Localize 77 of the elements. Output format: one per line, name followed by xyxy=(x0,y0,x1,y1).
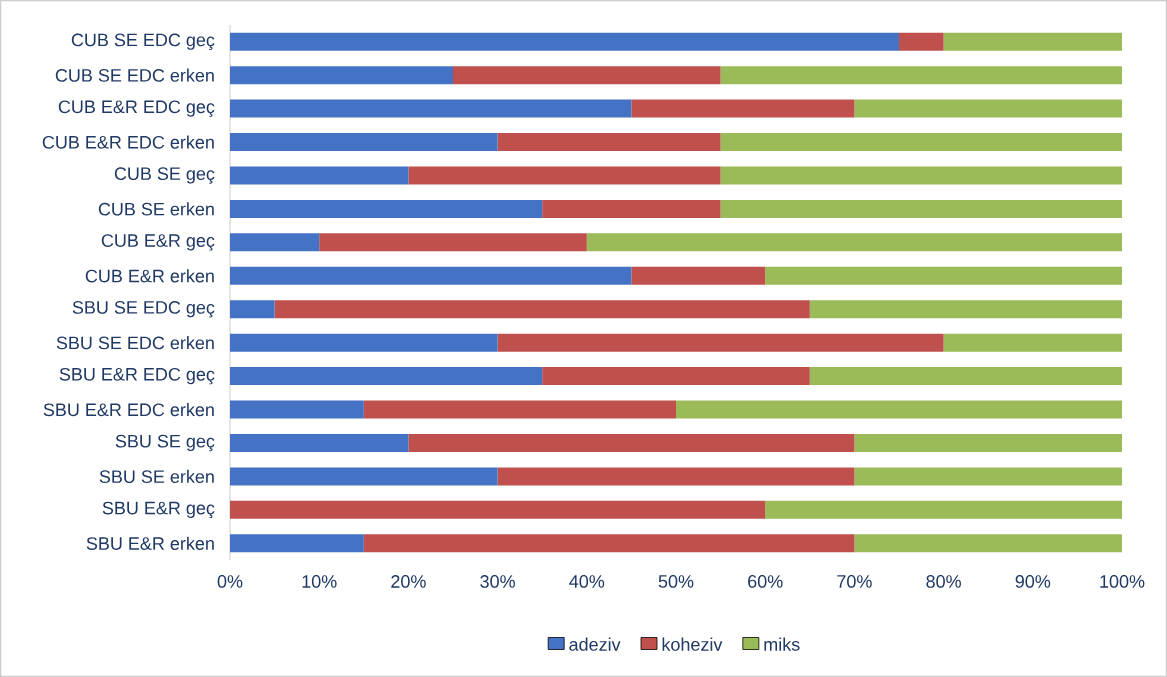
y-tick-label: SBU SE EDC erken xyxy=(56,336,214,350)
x-tick-label: 10% xyxy=(302,575,337,588)
bar xyxy=(720,133,1122,152)
bar xyxy=(809,367,1122,386)
x-tick-label: 90% xyxy=(1015,575,1051,588)
bar xyxy=(230,66,454,85)
x-tick-label: 100% xyxy=(1100,575,1145,588)
bar xyxy=(586,233,1122,252)
bar xyxy=(765,500,1122,519)
bar xyxy=(854,467,1122,486)
bar xyxy=(230,534,364,553)
bar xyxy=(676,400,1122,419)
bar xyxy=(230,166,409,185)
legend-label: koheziv xyxy=(662,637,723,651)
x-tick-label: 60% xyxy=(748,575,783,588)
y-tick-label: CUB SE geç xyxy=(114,167,215,184)
x-tick-label: 40% xyxy=(569,575,605,588)
y-tick-label: SBU SE geç xyxy=(115,434,215,452)
bar xyxy=(408,166,721,185)
y-tick-label: CUB E&R EDC erken xyxy=(42,135,214,149)
x-tick-label: 80% xyxy=(926,575,961,588)
y-tick-label: SBU E&R erken xyxy=(86,536,214,550)
bar xyxy=(230,199,543,218)
bar xyxy=(230,333,498,352)
y-tick-label: CUB SE EDC geç xyxy=(71,33,215,50)
bar xyxy=(230,32,899,51)
bar xyxy=(809,300,1122,319)
bar xyxy=(230,233,320,252)
bar xyxy=(542,367,810,386)
bar xyxy=(631,99,855,118)
bar xyxy=(720,166,1122,185)
y-tick-label: SBU E&R EDC erken xyxy=(43,402,214,417)
bar xyxy=(230,367,543,386)
bar xyxy=(230,133,498,152)
bar xyxy=(542,199,721,218)
bar xyxy=(631,266,766,285)
bar xyxy=(497,333,944,352)
y-tick-label: SBU E&R EDC geç xyxy=(59,367,215,385)
bar xyxy=(274,300,810,319)
bar xyxy=(363,400,677,419)
bar xyxy=(230,266,632,285)
bar xyxy=(230,400,364,419)
y-tick-label: CUB E&R erken xyxy=(85,269,214,283)
bar xyxy=(230,300,275,319)
bar xyxy=(854,99,1122,118)
bar xyxy=(230,467,498,486)
bar xyxy=(453,66,721,85)
bar xyxy=(899,32,944,51)
bar xyxy=(497,467,855,486)
bar xyxy=(943,32,1122,51)
y-tick-label: CUB SE EDC erken xyxy=(55,68,214,82)
y-tick-label: SBU SE EDC geç xyxy=(72,301,215,318)
x-tick-label: 30% xyxy=(480,575,515,588)
legend-label: miks xyxy=(764,637,800,651)
x-tick-label: 0% xyxy=(217,575,243,588)
bar xyxy=(720,199,1122,218)
x-tick-label: 70% xyxy=(837,575,872,588)
bar xyxy=(319,233,587,252)
bar xyxy=(765,266,1122,285)
bar xyxy=(720,66,1122,85)
bar xyxy=(408,433,855,452)
bar xyxy=(854,534,1122,553)
y-tick-label: SBU SE erken xyxy=(99,469,214,484)
x-tick-label: 50% xyxy=(658,575,694,588)
legend-label: adeziv xyxy=(569,637,621,651)
y-tick-label: CUB SE erken xyxy=(98,202,214,216)
bar xyxy=(230,433,409,452)
y-tick-label: CUB E&R EDC geç xyxy=(58,100,215,117)
bar xyxy=(943,333,1122,352)
bar xyxy=(363,534,855,553)
y-tick-label: CUB E&R geç xyxy=(101,234,215,251)
bar xyxy=(230,500,766,519)
y-tick-label: SBU E&R geç xyxy=(102,501,215,519)
bar xyxy=(854,433,1122,452)
bar xyxy=(230,99,632,118)
bar xyxy=(497,133,721,152)
x-tick-label: 20% xyxy=(391,575,426,588)
